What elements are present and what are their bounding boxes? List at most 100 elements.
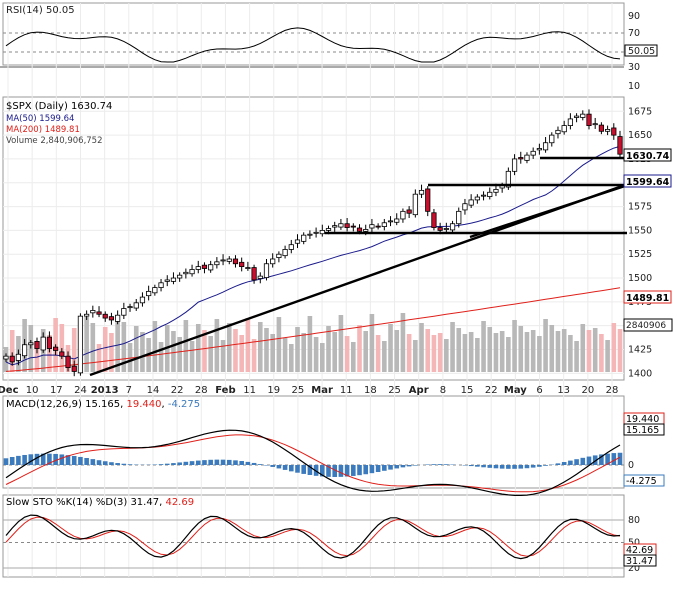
candle [605,129,609,131]
candle [252,268,256,280]
macd-histogram-bar [171,463,176,465]
macd-histogram-bar [239,461,244,465]
volume-bar [301,333,306,372]
macd-histogram-bar [370,465,375,473]
macd-histogram-bar [190,461,195,465]
candle [395,219,399,222]
macd-histogram-bar [568,461,573,465]
candle [308,234,312,235]
candle [581,114,585,117]
x-tick-label: 15 [461,385,474,396]
volume-bar [438,333,443,372]
candle [457,211,461,223]
candle [481,195,485,196]
candle [227,259,231,261]
volume-bar [463,334,468,372]
volume-bar [401,313,406,372]
candle [66,356,70,367]
volume-bar [444,339,449,372]
candle [277,254,281,257]
x-tick-label: 25 [388,385,401,396]
macd-histogram-bar [500,465,505,469]
volume-bar [580,324,585,372]
candle [388,221,392,222]
macd-histogram-bar [289,465,294,471]
macd-label: MACD(12,26,9) 15.165, 19.440, -4.275 [6,399,200,410]
x-tick-label: 24 [74,385,87,396]
macd-histogram-bar [270,465,275,467]
volume-bar [487,327,492,372]
volume-bar [363,331,368,372]
volume-bar [370,314,375,372]
candle [122,309,126,316]
candle [165,280,169,281]
candle [233,259,237,264]
macd-histogram-bar [537,465,542,467]
macd-histogram-bar [215,460,220,465]
volume-bar [308,316,313,372]
candle [407,210,411,213]
macd-histogram-bar [184,462,189,465]
volume-bar [382,341,387,372]
x-tick-label: Dec [0,385,19,396]
volume-bar [159,342,164,372]
x-tick-label: 11 [243,385,256,396]
macd-histogram-bar [84,458,89,465]
x-tick-label: 7 [126,385,132,396]
volume-bar [196,324,201,372]
ma200-label: MA(200) 1489.81 [6,125,80,135]
candle [134,303,138,308]
ma50-label: MA(50) 1599.64 [6,114,74,124]
macd-histogram-bar [97,460,102,465]
candle [10,356,14,362]
price-tick-label: 1525 [628,249,652,260]
rsi-label: RSI(14) 50.05 [6,5,75,16]
candle [177,275,181,278]
candle [438,228,442,231]
x-tick-label: 18 [364,385,377,396]
candle [239,262,243,266]
x-tick-label: 6 [536,385,542,396]
macd-histogram-bar [363,465,368,474]
candle [78,316,82,373]
macd-histogram-bar [246,462,251,465]
x-tick-label: May [504,385,527,396]
volume-bar [413,340,418,372]
volume-bar [469,332,474,372]
volume-bar [432,335,437,372]
macd-histogram-bar [556,463,561,465]
candle [47,337,51,348]
volume-bar [500,331,505,372]
candle [345,224,349,228]
macd-histogram-bar [295,465,300,473]
macd-histogram-bar [4,458,9,465]
volume-bar [252,339,257,372]
volume-bar [618,329,623,372]
volume-bar [332,332,337,372]
volume-label: Volume 2,840,906,752 [6,136,103,146]
candle [320,230,324,233]
candle [413,194,417,214]
candle [599,125,603,131]
volume-bar [512,320,517,372]
volume-bar [314,337,319,372]
candle [556,130,560,133]
macd-histogram-bar [264,465,269,466]
volume-bar [531,330,536,372]
volume-bar [494,333,499,372]
macd-histogram-bar [388,465,393,470]
candle [283,249,287,255]
macd-histogram-bar [277,465,282,468]
volume-bar [283,338,288,372]
rsi-tick-label: 30 [628,62,640,73]
x-tick-label: 13 [557,385,570,396]
macd-histogram-bar [438,464,443,465]
rsi-value-badge: 50.05 [628,46,655,57]
candle [4,356,8,359]
candle [494,189,498,192]
candle [258,276,262,278]
volume-bar [277,317,282,372]
candle [314,232,318,233]
volume-bar [345,336,350,372]
